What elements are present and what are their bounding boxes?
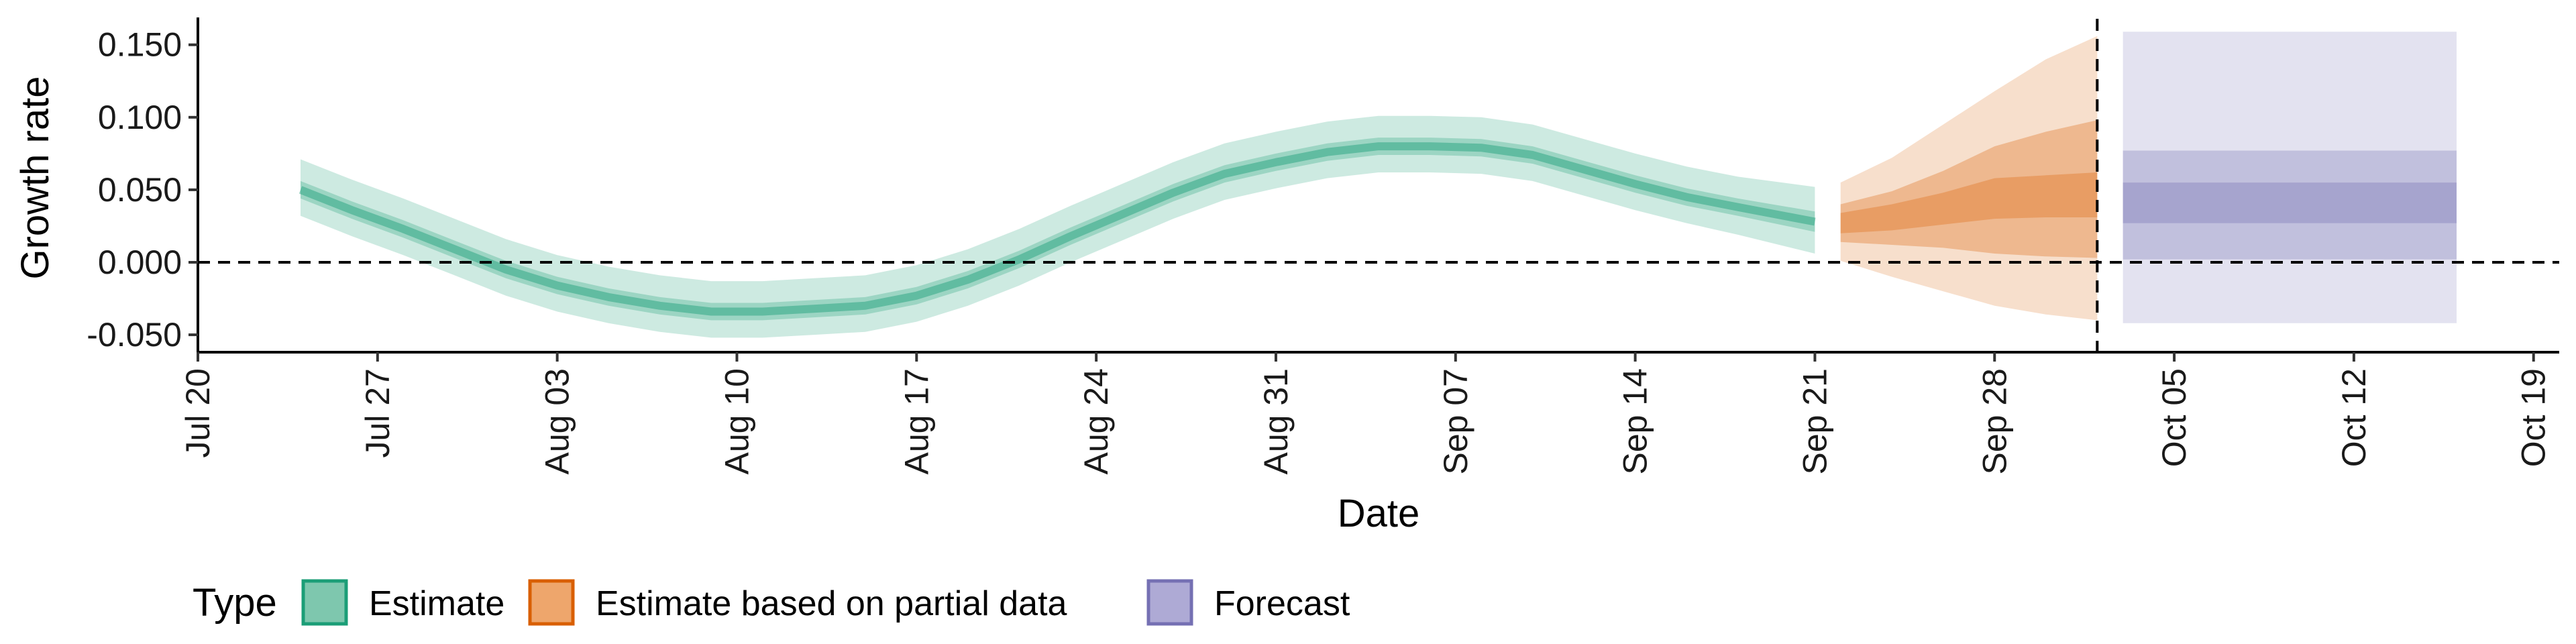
estimate-median-line bbox=[299, 142, 1816, 316]
x-tick-label: Sep 14 bbox=[1617, 368, 1654, 474]
axes: -0.050 0.000 0.050 0.100 0.150 Jul 20 Jul 27 Au… bbox=[87, 17, 2559, 474]
estimate-outer-band bbox=[301, 115, 1815, 338]
y-axis-title: Growth rate bbox=[13, 76, 57, 280]
legend-entry: Estimate based on partial data bbox=[528, 579, 1067, 626]
x-axis-title: Date bbox=[1338, 492, 1420, 535]
legend-label: Estimate bbox=[369, 584, 504, 623]
legend-title: Type bbox=[193, 581, 277, 625]
y-tick-label: -0.050 bbox=[87, 316, 182, 354]
legend-entry: Estimate bbox=[301, 579, 504, 626]
x-tick-label: Oct 05 bbox=[2155, 368, 2193, 467]
x-tick-label: Sep 28 bbox=[1976, 368, 2013, 474]
x-tick-label: Aug 31 bbox=[1257, 368, 1295, 474]
x-tick-label: Jul 20 bbox=[179, 368, 217, 458]
x-tick-label: Aug 03 bbox=[539, 368, 576, 474]
legend-swatch bbox=[1146, 579, 1193, 626]
legend-entry: Forecast bbox=[1146, 579, 1350, 626]
y-tick-label: 0.150 bbox=[98, 26, 182, 64]
x-tick-label: Aug 10 bbox=[718, 368, 756, 474]
x-tick-label: Oct 19 bbox=[2515, 368, 2553, 467]
forecast-mid-band bbox=[2123, 150, 2457, 260]
y-tick-label: 0.000 bbox=[98, 244, 182, 281]
forecast-outer-band bbox=[2123, 32, 2457, 323]
plot-area bbox=[198, 19, 2559, 352]
legend-label: Estimate based on partial data bbox=[596, 584, 1067, 623]
y-tick-label: 0.100 bbox=[98, 99, 182, 136]
legend-label: Forecast bbox=[1214, 584, 1350, 623]
y-tick-label: 0.050 bbox=[98, 171, 182, 209]
x-tick-label: Oct 12 bbox=[2335, 368, 2373, 467]
x-tick-label: Aug 24 bbox=[1077, 368, 1115, 474]
x-tick-label: Jul 27 bbox=[359, 368, 396, 458]
legend-swatch bbox=[528, 579, 575, 626]
partial-inner-band bbox=[1840, 120, 2098, 258]
partial-core-band bbox=[1840, 172, 2098, 233]
forecast-inner-band bbox=[2123, 182, 2457, 223]
partial-outer-band bbox=[1840, 36, 2098, 321]
legend-swatch bbox=[301, 579, 348, 626]
x-tick-label: Sep 21 bbox=[1796, 368, 1833, 474]
legend: Type Estimate Estimate based on partial d… bbox=[193, 579, 1350, 626]
x-tick-label: Aug 17 bbox=[898, 368, 935, 474]
x-tick-label: Sep 07 bbox=[1437, 368, 1474, 474]
